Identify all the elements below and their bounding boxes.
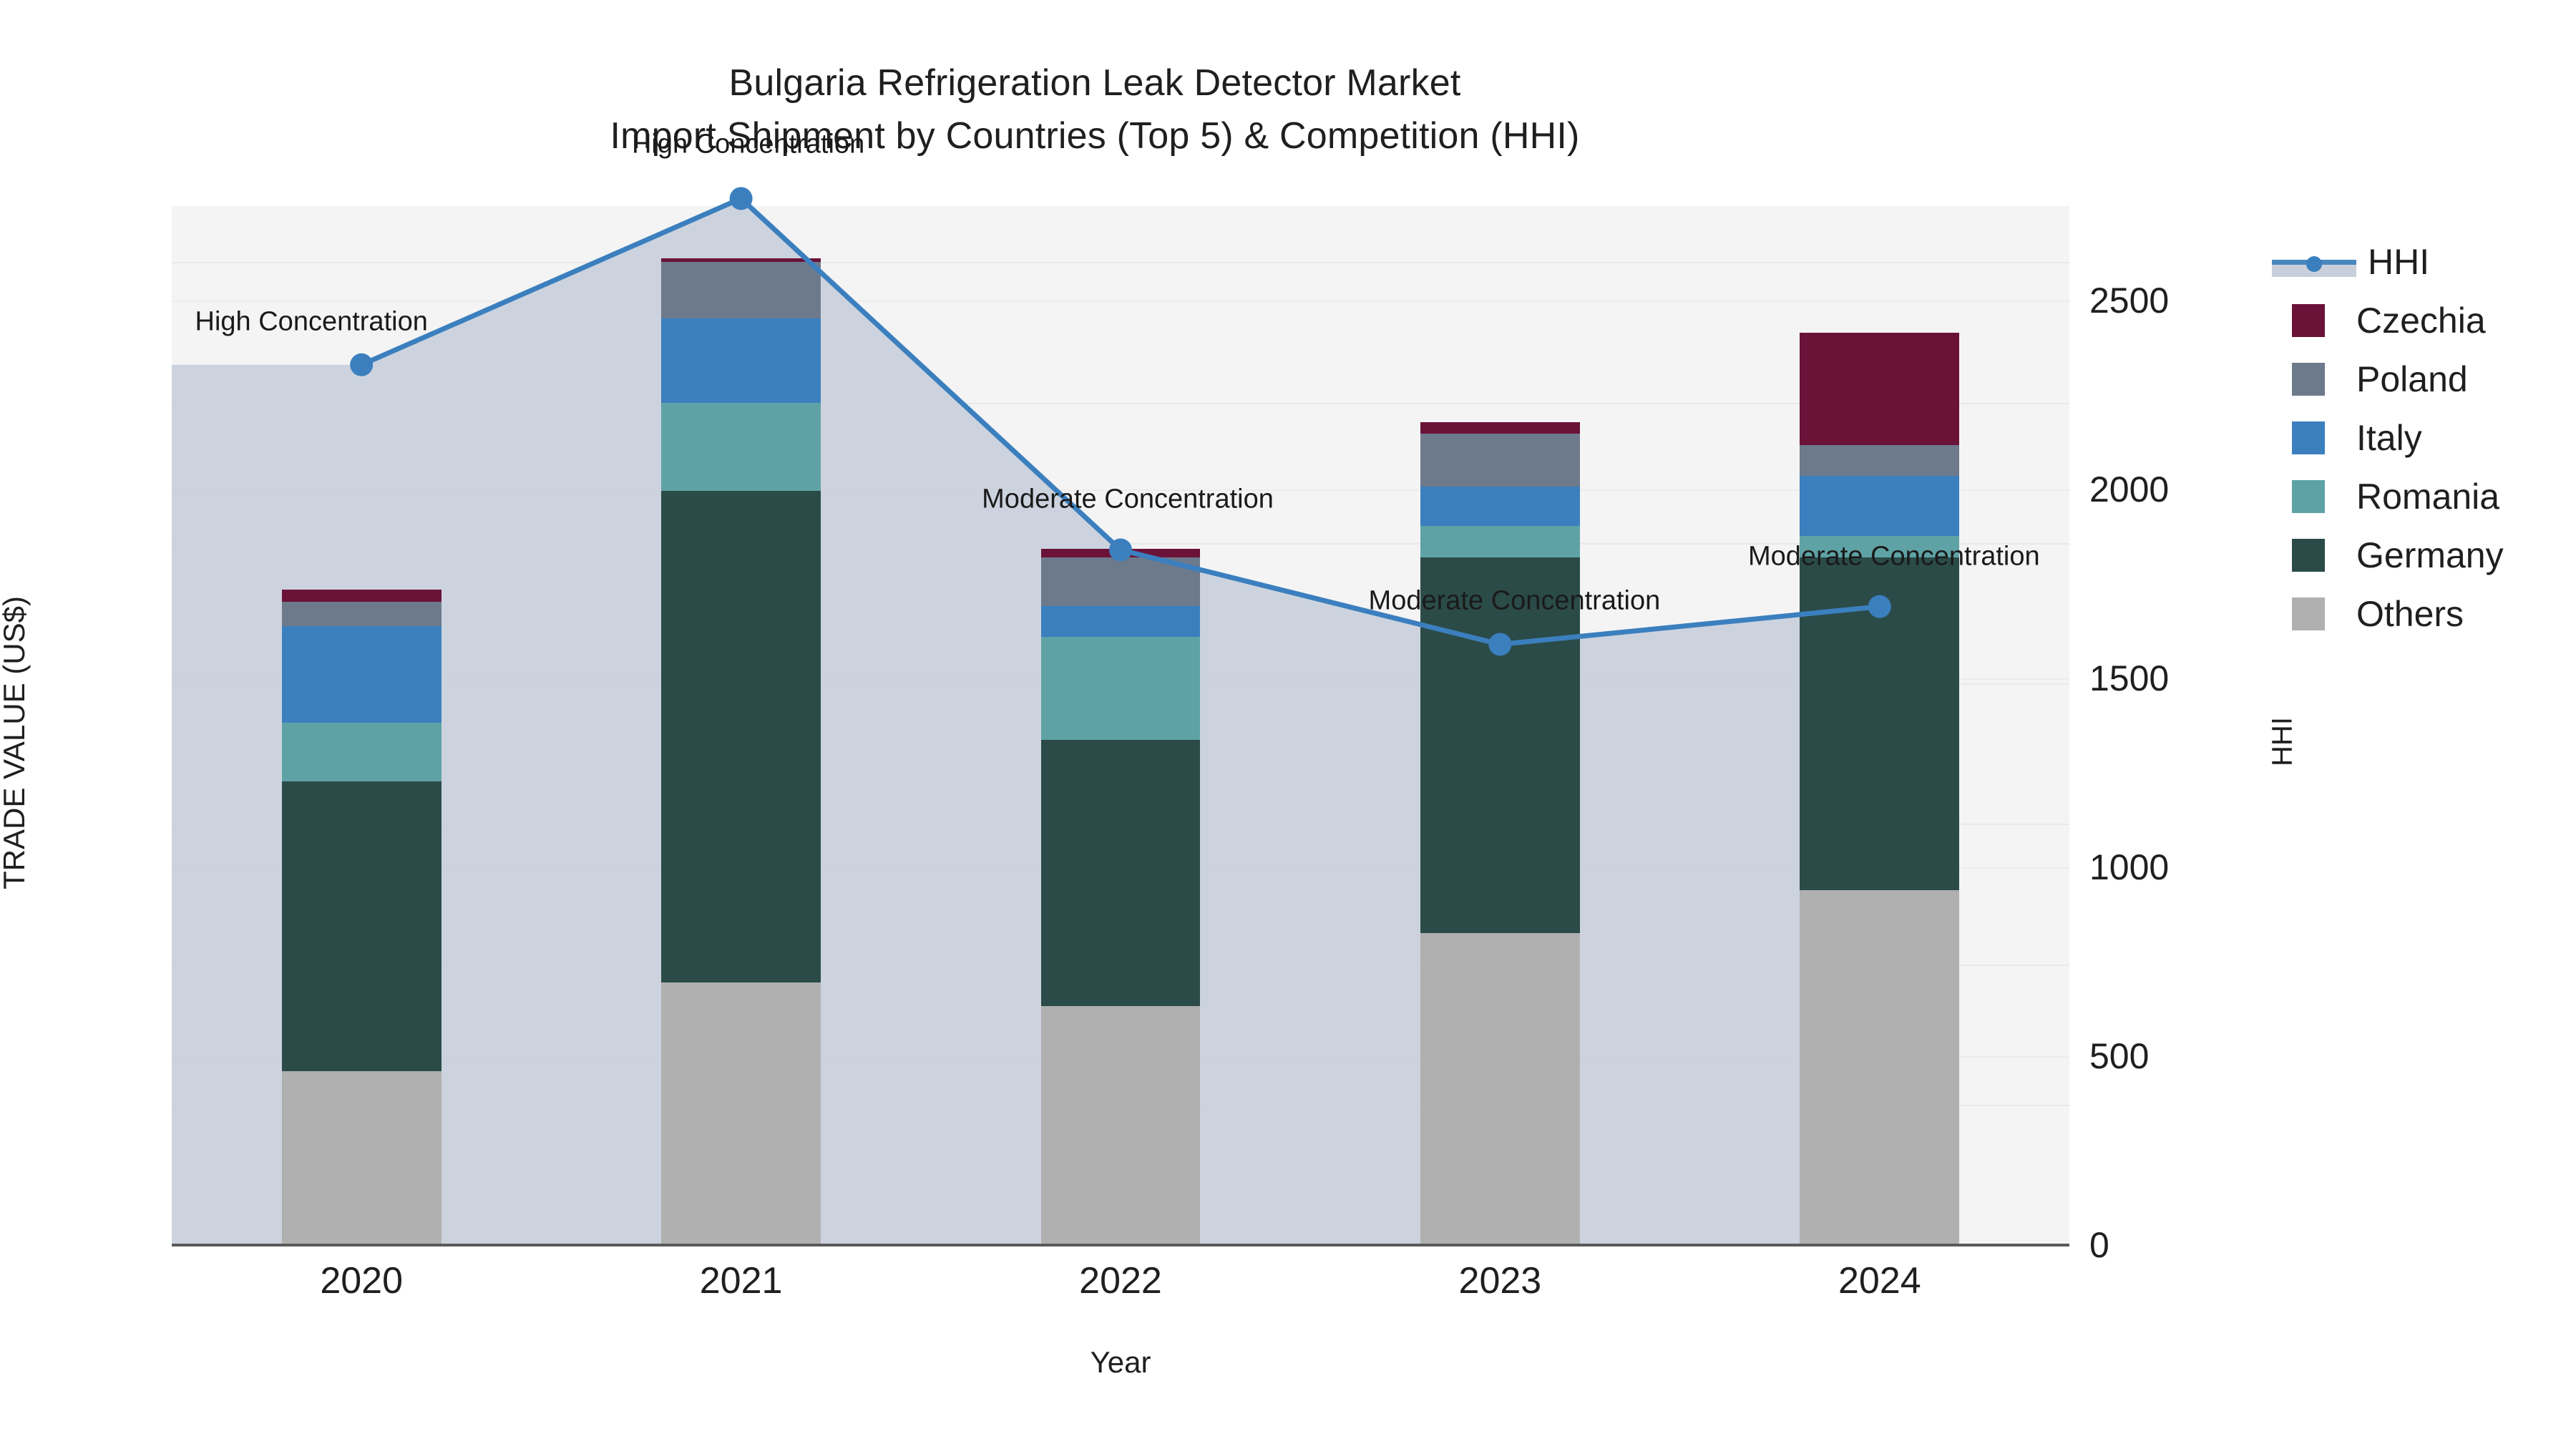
bar-segment-others-2024[interactable]: [1800, 889, 1960, 1245]
legend-line-marker-icon: [2272, 245, 2356, 278]
y-axis-title-right-wrap: HHI: [2261, 717, 2304, 769]
hhi-series-overlay: [350, 187, 1891, 656]
legend-swatch-romania: [2292, 480, 2325, 513]
legend-item-others[interactable]: Others: [2272, 585, 2572, 643]
hhi-line[interactable]: [360, 195, 1880, 647]
legend-item-germany[interactable]: Germany: [2272, 526, 2572, 585]
legend-label-poland: Poland: [2356, 359, 2468, 399]
annotation-2023: Moderate Concentration: [1368, 585, 1661, 616]
annotation-2021: High Concentration: [631, 129, 865, 160]
bar-segment-germany-2022[interactable]: [1040, 739, 1201, 1007]
bar-segment-romania-2023[interactable]: [1420, 526, 1580, 557]
chart-title-line-2: Import Shipment by Countries (Top 5) & C…: [610, 114, 1580, 157]
bar-segment-italy-2021[interactable]: [661, 318, 821, 403]
x-tick-2023: 2023: [1458, 1260, 1542, 1302]
bar-segment-poland-2021[interactable]: [661, 262, 821, 318]
hhi-marker-2022[interactable]: [1109, 538, 1132, 562]
x-tick-2020: 2020: [320, 1260, 404, 1302]
legend-swatch-others: [2292, 597, 2325, 630]
bar-segment-poland-2024[interactable]: [1800, 444, 1960, 476]
x-tick-2021: 2021: [699, 1260, 783, 1302]
bar-segment-others-2021[interactable]: [661, 982, 821, 1245]
bar-segment-czechia-2020[interactable]: [281, 589, 441, 602]
bar-segment-italy-2020[interactable]: [281, 625, 441, 723]
bar-segment-italy-2022[interactable]: [1040, 606, 1201, 638]
x-axis-title: Year: [1090, 1345, 1151, 1379]
legend-swatch-italy: [2292, 421, 2325, 454]
y-axis-title-left-wrap: TRADE VALUE (US$): [0, 596, 43, 889]
legend-item-czechia[interactable]: Czechia: [2272, 291, 2572, 350]
bar-segment-romania-2024[interactable]: [1800, 536, 1960, 557]
plot-area: [172, 206, 2069, 1246]
annotation-2020: High Concentration: [195, 306, 428, 337]
legend-item-italy[interactable]: Italy: [2272, 409, 2572, 467]
legend-swatch-czechia: [2292, 304, 2325, 337]
bar-segment-poland-2023[interactable]: [1420, 433, 1580, 487]
bar-segment-czechia-2023[interactable]: [1420, 422, 1580, 434]
bar-segment-romania-2021[interactable]: [661, 402, 821, 492]
bar-segment-italy-2024[interactable]: [1800, 475, 1960, 537]
legend-label-germany: Germany: [2356, 535, 2504, 575]
x-tick-2024: 2024: [1838, 1260, 1921, 1302]
y-axis-title-left: TRADE VALUE (US$): [0, 596, 31, 889]
gridline-left: [172, 402, 2069, 404]
y-tick-right-0: 0: [2089, 1225, 2109, 1265]
annotation-2022: Moderate Concentration: [982, 484, 1274, 514]
bar-segment-germany-2020[interactable]: [281, 781, 441, 1071]
legend-label-romania: Romania: [2356, 477, 2500, 517]
gridline-right: [172, 301, 2069, 302]
bar-segment-romania-2022[interactable]: [1040, 637, 1201, 740]
legend-item-poland[interactable]: Poland: [2272, 350, 2572, 409]
x-axis-line: [172, 1244, 2069, 1246]
hhi-marker-2020[interactable]: [350, 353, 374, 376]
legend-label-czechia: Czechia: [2356, 301, 2486, 341]
bar-segment-czechia-2024[interactable]: [1800, 332, 1960, 445]
y-tick-right-2500: 2500: [2089, 280, 2170, 321]
bar-segment-germany-2021[interactable]: [661, 491, 821, 983]
legend-label-hhi: HHI: [2368, 242, 2430, 282]
y-tick-right-2000: 2000: [2089, 469, 2170, 509]
bar-segment-romania-2020[interactable]: [281, 723, 441, 782]
annotation-2024: Moderate Concentration: [1747, 541, 2040, 572]
y-tick-right-1000: 1000: [2089, 847, 2170, 887]
hhi-marker-2024[interactable]: [1868, 595, 1891, 618]
hhi-marker-2021[interactable]: [729, 187, 753, 210]
legend-swatch-poland: [2292, 363, 2325, 396]
legend-label-italy: Italy: [2356, 418, 2422, 458]
bar-segment-others-2023[interactable]: [1420, 933, 1580, 1245]
legend-item-romania[interactable]: Romania: [2272, 467, 2572, 526]
legend: HHI Czechia Poland Italy Romania Germany Other…: [2272, 233, 2572, 643]
gridline-left: [172, 262, 2069, 264]
bar-segment-poland-2020[interactable]: [281, 602, 441, 626]
bar-segment-others-2022[interactable]: [1040, 1006, 1201, 1245]
legend-item-hhi[interactable]: HHI: [2272, 233, 2572, 291]
legend-swatch-germany: [2292, 539, 2325, 572]
legend-label-others: Others: [2356, 594, 2464, 634]
bar-segment-others-2020[interactable]: [281, 1070, 441, 1245]
gridline-right: [172, 489, 2069, 491]
bar-segment-italy-2023[interactable]: [1420, 487, 1580, 527]
hhi-marker-2023[interactable]: [1488, 633, 1512, 656]
chart-title: Bulgaria Refrigeration Leak Detector Mar…: [0, 57, 2190, 163]
bar-segment-czechia-2021[interactable]: [661, 258, 821, 263]
bar-segment-germany-2023[interactable]: [1420, 557, 1580, 934]
y-tick-right-500: 500: [2089, 1036, 2150, 1076]
y-tick-right-1500: 1500: [2089, 658, 2170, 698]
y-axis-title-right: HHI: [2266, 717, 2298, 766]
x-tick-2022: 2022: [1079, 1260, 1162, 1302]
chart-title-line-1: Bulgaria Refrigeration Leak Detector Mar…: [728, 62, 1461, 104]
